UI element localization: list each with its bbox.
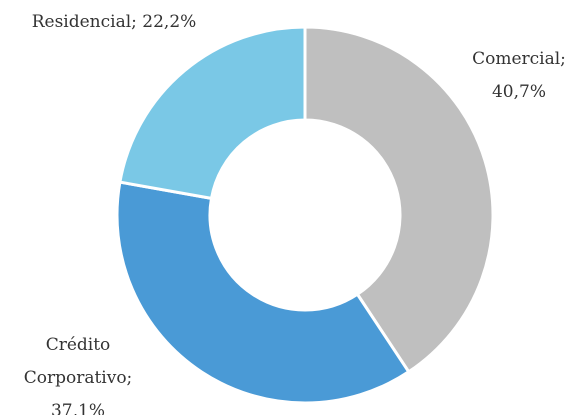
slice-label: Comercial; 40,7% [472,49,566,102]
donut-slice [303,25,495,374]
label-line: Corporativo; [24,368,133,388]
label-line: 40,7% [492,82,546,102]
label-line: Residencial; 22,2% [32,12,197,32]
slice-label: Crédito Corporativo; 37,1% [24,335,133,415]
label-line: Comercial; [472,49,566,69]
donut-slice [118,25,307,201]
donut-slice [115,180,411,405]
label-line: 37,1% [51,401,105,415]
slice-label: Residencial; 22,2% [32,12,197,32]
label-line: Crédito [46,335,111,355]
